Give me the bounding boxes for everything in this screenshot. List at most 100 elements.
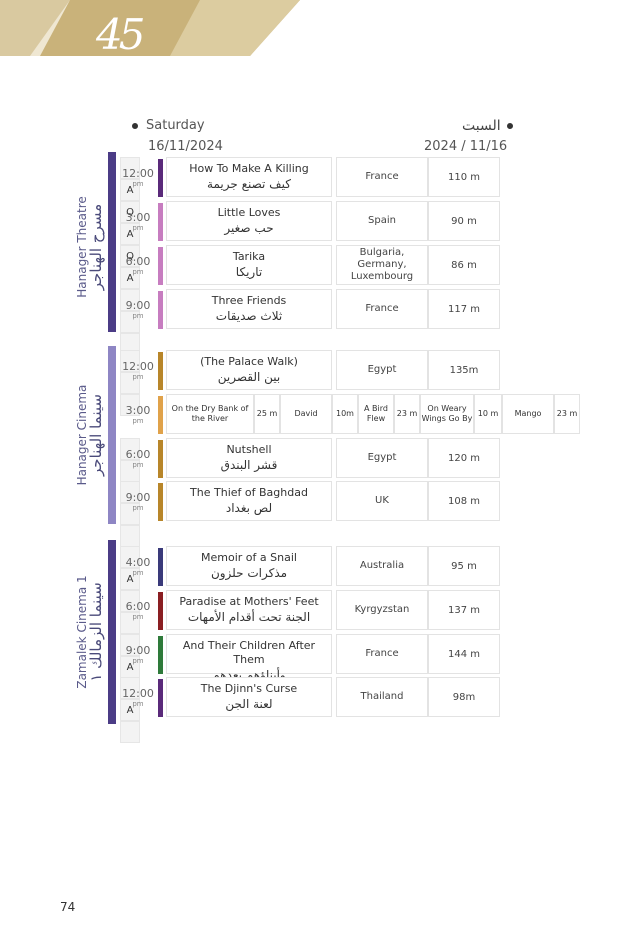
film-duration: 120 m <box>428 438 500 478</box>
short-film-duration: 10 m <box>474 394 502 434</box>
venue-label: Zamalek Cinema 1 سينما الزمالك ١ <box>75 575 105 689</box>
bullet-icon <box>132 122 138 129</box>
short-film-title: A Bird Flew <box>358 394 394 434</box>
section-stripe <box>158 247 163 285</box>
section-stripe <box>158 592 163 630</box>
screening-time: 9:00 pm <box>125 491 151 512</box>
film-title: Memoir of a Snail مذكرات حلزون <box>166 546 332 586</box>
schedule-row: 9:00 pm And Their Children After Them وأبن… <box>120 634 580 700</box>
screening-time: 6:00 pm <box>125 600 151 621</box>
date-ar: 2024 / 11/16 <box>424 139 508 154</box>
section-stripe <box>158 203 163 241</box>
tag-cell: A <box>120 568 140 590</box>
tag-cell: A <box>120 267 140 289</box>
tag-cell <box>120 546 140 568</box>
section-stripe <box>158 291 163 329</box>
tag-cell <box>120 634 140 656</box>
film-duration: 117 m <box>428 289 500 329</box>
short-film-duration: 23 m <box>394 394 420 434</box>
film-country: Kyrgyzstan <box>336 590 428 630</box>
film-country: Egypt <box>336 350 428 390</box>
film-title: The Thief of Baghdad لص بغداد <box>166 481 332 521</box>
banner-graphic <box>0 0 300 56</box>
film-title: And Their Children After Them وأبناؤهم بع… <box>166 634 332 682</box>
tag-cell <box>120 350 140 372</box>
film-duration: 95 m <box>428 546 500 586</box>
film-country: Bulgaria, Germany, Luxembourg <box>336 245 428 285</box>
tag-cell: A <box>120 699 140 721</box>
tag-cell <box>120 612 140 634</box>
tag-cell <box>120 481 140 503</box>
tag-cell <box>120 525 140 547</box>
short-film-title: On the Dry Bank of the River <box>166 394 254 434</box>
section-stripe <box>158 483 163 521</box>
schedule-row: 6:00 pm Paradise at Mothers' Feet الجنة تح… <box>120 590 580 656</box>
screening-time: 9:00 pm <box>125 299 151 320</box>
short-film-duration: 25 m <box>254 394 280 434</box>
tag-cell <box>120 503 140 525</box>
schedule-row: 9:00 pm Three Friends ثلاث صديقات France 1… <box>120 289 580 355</box>
film-duration: 108 m <box>428 481 500 521</box>
film-duration: 86 m <box>428 245 500 285</box>
tag-cell <box>120 394 140 416</box>
tag-cell <box>120 438 140 460</box>
film-title: The Djinn's Curse لعنة الجن <box>166 677 332 717</box>
film-country: France <box>336 634 428 674</box>
section-stripe <box>158 679 163 717</box>
schedule-row: 4:00 pm Memoir of a Snail مذكرات حلزون Aus… <box>120 546 580 612</box>
film-duration: 98m <box>428 677 500 717</box>
film-title: Tarika تاريكا <box>166 245 332 285</box>
film-title: Three Friends ثلاث صديقات <box>166 289 332 329</box>
screening-time: 12:00 pm <box>122 167 154 188</box>
film-country: UK <box>336 481 428 521</box>
film-duration: 135m <box>428 350 500 390</box>
tag-cell <box>120 372 140 394</box>
schedule-row: 3:00 pm Little Loves حب صغير Spain 90 m Q … <box>120 201 580 267</box>
film-duration: 144 m <box>428 634 500 674</box>
short-film-title: On Weary Wings Go By <box>420 394 474 434</box>
screening-time: 6:00 pm <box>125 448 151 469</box>
screening-time: 3:00 pm <box>125 404 151 425</box>
tag-cell <box>120 590 140 612</box>
film-duration: 110 m <box>428 157 500 197</box>
film-country: Egypt <box>336 438 428 478</box>
film-title: Nutshell قشر البندق <box>166 438 332 478</box>
page-number: 74 <box>60 900 76 914</box>
date-en: 16/11/2024 <box>148 139 223 154</box>
tag-cell: A <box>120 223 140 245</box>
tag-cell: Q <box>120 201 140 223</box>
film-title: How To Make A Killing كيف تصنع جريمة <box>166 157 332 197</box>
date-day-en: Saturday <box>132 118 205 133</box>
film-country: Spain <box>336 201 428 241</box>
section-stripe <box>158 548 163 586</box>
schedule-row: 12:00 pm The Djinn's Curse لعنة الجن Thail… <box>120 677 580 743</box>
short-film-duration: 23 m <box>554 394 580 434</box>
section-stripe <box>158 352 163 390</box>
short-film-title: Mango <box>502 394 554 434</box>
film-title: Little Loves حب صغير <box>166 201 332 241</box>
film-title: Paradise at Mothers' Feet الجنة تحت أقدام… <box>166 590 332 630</box>
film-country: Thailand <box>336 677 428 717</box>
venue-label: Hanager Theatre مسرح الهناجر <box>75 196 105 298</box>
tag-cell <box>120 721 140 743</box>
film-country: France <box>336 157 428 197</box>
venue-bar <box>108 346 116 524</box>
screening-time: 9:00 pm <box>125 644 151 665</box>
date-day-ar: السبت <box>462 118 513 134</box>
section-stripe <box>158 636 163 674</box>
film-duration: 90 m <box>428 201 500 241</box>
film-duration: 137 m <box>428 590 500 630</box>
tag-cell <box>120 289 140 311</box>
screening-time: 4:00 pm <box>125 556 151 577</box>
tag-cell: Q <box>120 245 140 267</box>
section-stripe <box>158 159 163 197</box>
screening-time: 3:00 pm <box>125 211 151 232</box>
schedule-row: 6:00 pm Tarika تاريكا Bulgaria, Germany, L… <box>120 245 580 311</box>
header-banner: 45 <box>0 0 300 56</box>
schedule-row: 9:00 pm The Thief of Baghdad لص بغداد UK 1… <box>120 481 580 547</box>
tag-cell <box>120 677 140 699</box>
schedule-row: 12:00 pm How To Make A Killing كيف تصنع جر… <box>120 157 580 223</box>
screening-time: 12:00 pm <box>122 687 154 708</box>
short-film-duration: 10m <box>332 394 358 434</box>
tag-cell: A <box>120 656 140 678</box>
